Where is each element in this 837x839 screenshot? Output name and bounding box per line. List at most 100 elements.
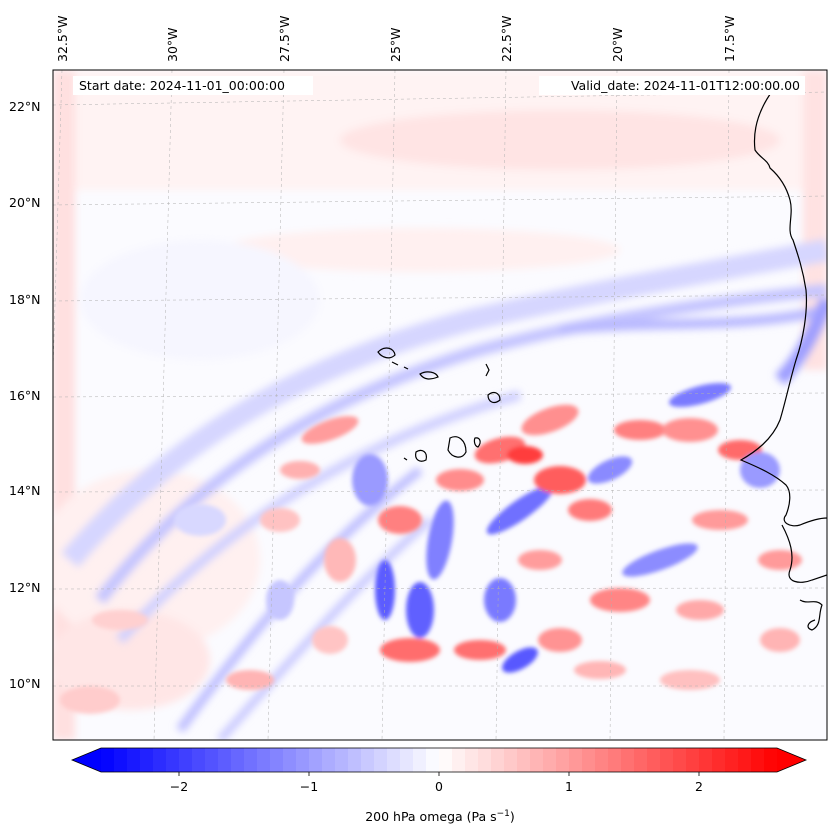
colorbar-cell [426,748,440,772]
africa-coastline [739,89,827,527]
colorbar-cell [218,748,232,772]
colorbar-cell [530,748,544,772]
island-maio [473,437,481,448]
colorbar-cell [387,748,401,772]
colorbar-cell [322,748,336,772]
colorbar-cell [153,748,167,772]
omega-field-bands [61,239,827,740]
colorbar-cell [725,748,739,772]
colorbar-cell [712,748,726,772]
colorbar-cell [556,748,570,772]
colorbar-tick-label-2: 0 [435,779,443,794]
coastlines [377,89,827,631]
lon-tick-30w: 30°W [165,27,180,62]
start-date-box [73,76,313,95]
colorbar-label-end: ) [510,809,515,824]
colorbar-outline [70,747,808,773]
colorbar-cell [244,748,258,772]
map-frame [52,69,828,741]
colorbar-cell [257,748,271,772]
lon-tick-22-5w: 22.5°W [499,16,514,62]
colorbar-cell [660,748,674,772]
lon-tick-25w: 25°W [388,27,403,62]
colorbar-cell [309,748,323,772]
colorbar-cell [335,748,349,772]
colorbar-cell [296,748,310,772]
island-boa-vista [487,391,501,404]
colorbar-cell [699,748,713,772]
colorbar-cell [465,748,479,772]
colorbar-cell [543,748,557,772]
valid-date-box [539,76,805,95]
colorbar-cell [621,748,635,772]
colorbar-cell [686,748,700,772]
lat-tick-10n: 10°N [9,676,41,691]
island-fogo [415,449,427,462]
colorbar-cell [738,748,752,772]
lon-tick-32-5w: 32.5°W [55,16,70,62]
lon-tick-17-5w: 17.5°W [722,16,737,62]
lon-tick-20w: 20°W [610,27,625,62]
colorbar-cell [569,748,583,772]
colorbar-cell [205,748,219,772]
island-sao-vicente [391,361,399,366]
colorbar-cell [517,748,531,772]
colorbar-cell [101,748,115,772]
start-date-label: Start date: 2024-11-01_00:00:00 [79,78,285,93]
colorbar: −2 −1 0 1 2 200 hPa omega (Pa s−1) [70,747,808,824]
lon-tick-27-5w: 27.5°W [277,16,292,62]
colorbar-extend-min [72,748,101,772]
colorbar-cell [452,748,466,772]
island-sao-nicolau [419,371,439,380]
colorbar-cell [374,748,388,772]
colorbar-tick-label-4: 2 [695,779,703,794]
colorbar-cell [751,748,765,772]
colorbar-cell [114,748,128,772]
bijagos-coastline [799,599,823,631]
graticule [53,70,827,740]
lat-tick-18n: 18°N [9,292,41,307]
colorbar-cell [413,748,427,772]
colorbar-label-main: 200 hPa omega (Pa s [365,809,496,824]
colorbar-cell [595,748,609,772]
colorbar-cell [127,748,141,772]
valid-date-label: Valid_date: 2024-11-01T12:00:00.00 [571,78,800,93]
colorbar-cell [192,748,206,772]
island-santiago [447,436,467,458]
colorbar-cell [140,748,154,772]
colorbar-cells [72,748,806,772]
colorbar-tick-label-0: −2 [170,779,188,794]
colorbar-cell [283,748,297,772]
colorbar-tick-label-3: 1 [565,779,573,794]
colorbar-label: 200 hPa omega (Pa s−1) [365,809,515,824]
colorbar-label-exponent: −1 [497,809,510,819]
colorbar-cell [647,748,661,772]
colorbar-cell [634,748,648,772]
colorbar-cell [764,748,778,772]
colorbar-cell [348,748,362,772]
colorbar-tick-label-1: −1 [300,779,318,794]
omega-field-cells [60,382,802,714]
lat-tick-16n: 16°N [9,388,41,403]
lat-tick-20n: 20°N [9,195,41,210]
island-santo-antao [377,347,396,359]
colorbar-cell [491,748,505,772]
island-brava [403,457,408,461]
colorbar-cell [439,748,453,772]
longitude-tick-labels: 32.5°W 30°W 27.5°W 25°W 22.5°W 20°W 17.5… [55,16,737,62]
latitude-tick-labels: 22°N 20°N 18°N 16°N 14°N 12°N 10°N [9,99,41,691]
island-santa-luzia [403,366,409,370]
colorbar-ticks: −2 −1 0 1 2 [170,772,703,794]
colorbar-cell [504,748,518,772]
colorbar-cell [582,748,596,772]
colorbar-extend-max [777,748,806,772]
lat-tick-22n: 22°N [9,99,41,114]
omega-field-map [53,70,827,740]
colorbar-cell [231,748,245,772]
guinea-coastline [781,524,827,583]
colorbar-cell [270,748,284,772]
colorbar-cell [400,748,414,772]
colorbar-cell [673,748,687,772]
colorbar-cell [361,748,375,772]
